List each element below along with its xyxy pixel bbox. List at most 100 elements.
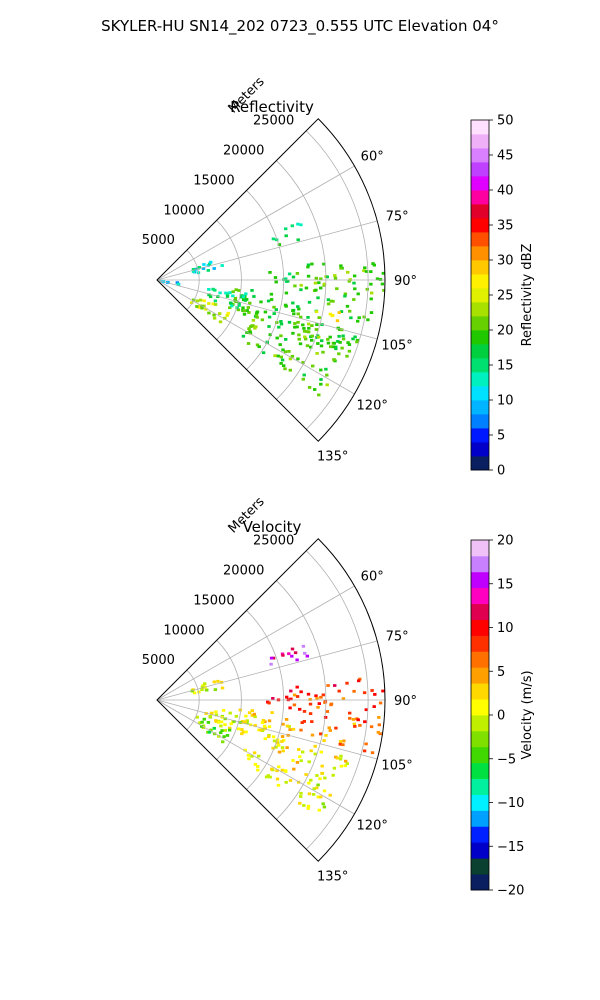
panel-0-cell-3-21 bbox=[302, 373, 306, 377]
panel-0-cell-3-48 bbox=[337, 352, 341, 356]
panel-0-cell-5-7 bbox=[243, 299, 248, 302]
panel-0-colorbar-tick-0: 0 bbox=[497, 464, 505, 479]
panel-1-cell-6-6 bbox=[305, 654, 309, 658]
panel-1-colorbar-swatch-3 bbox=[471, 826, 489, 843]
panel-0-cell-3-79 bbox=[255, 311, 259, 315]
panel-1-cell-3-69 bbox=[271, 746, 275, 750]
panel-1-cell-0-50 bbox=[351, 718, 356, 721]
panel-1-colorbar-tick-0: −20 bbox=[497, 884, 524, 899]
panel-0-colorbar-swatch-6 bbox=[471, 372, 489, 387]
panel-0-cell-1-29 bbox=[246, 306, 250, 309]
panel-0-cell-1-6 bbox=[334, 345, 338, 349]
panel-0-cell-1-15 bbox=[345, 304, 350, 308]
panel-0-cell-0-8 bbox=[299, 288, 303, 292]
panel-0-cell-1-30 bbox=[296, 320, 300, 324]
panel-0-cell-1-1 bbox=[315, 323, 319, 326]
panel-1-cell-2-30 bbox=[267, 725, 272, 729]
panel-0-cell-1-104 bbox=[296, 312, 300, 316]
panel-1-colorbar-swatch-13 bbox=[471, 667, 489, 684]
panel-0-cell-3-1 bbox=[288, 357, 293, 361]
panel-1-cell-3-45 bbox=[246, 753, 251, 757]
panel-0-range-tick-0: 5000 bbox=[142, 233, 175, 248]
panel-1-cell-2-34 bbox=[285, 746, 289, 749]
panel-0-cell-3-99 bbox=[319, 382, 323, 386]
panel-0-cell-5-3 bbox=[208, 295, 213, 299]
panel-0-cell-1-68 bbox=[293, 322, 297, 325]
panel-1-cell-2-25 bbox=[238, 708, 242, 712]
panel-0-cell-4-16 bbox=[225, 314, 229, 317]
panel-1-cell-3-101 bbox=[312, 787, 316, 791]
panel-1-cell-4-0 bbox=[206, 721, 211, 724]
panel-0-colorbar-swatch-10 bbox=[471, 316, 489, 331]
panel-1-cell-0-56 bbox=[370, 689, 374, 692]
panel-1-cell-6-0 bbox=[271, 656, 276, 660]
panel-1-colorbar-swatch-14 bbox=[471, 651, 489, 668]
panel-0-colorbar-swatch-0 bbox=[471, 456, 489, 471]
panel-1-data bbox=[190, 644, 385, 812]
panel-1-cell-0-5 bbox=[333, 684, 337, 687]
panel-1-colorbar-swatch-19 bbox=[471, 571, 489, 589]
panel-0-cell-2-6 bbox=[337, 311, 341, 314]
panel-1-cell-2-7 bbox=[241, 730, 246, 734]
panel-1-range-tick-1: 10000 bbox=[163, 623, 204, 638]
panel-0-colorbar-swatch-7 bbox=[471, 358, 489, 373]
panel-0-cell-0-1 bbox=[299, 283, 303, 287]
panel-0-cell-0-2 bbox=[356, 292, 360, 296]
panel-0-cell-3-92 bbox=[321, 350, 325, 354]
panel-0-cell-0-18 bbox=[363, 266, 367, 270]
panel-0-cell-0-54 bbox=[295, 272, 300, 275]
panel-1-azimuth-tick-5: 135° bbox=[317, 870, 348, 885]
panel-1-cell-3-22 bbox=[301, 750, 305, 754]
panel-1-cell-7-17 bbox=[200, 685, 205, 689]
panel-1-colorbar-swatch-11 bbox=[471, 699, 489, 716]
panel-1-cell-1-14 bbox=[300, 721, 304, 724]
panel-0-cell-0-28 bbox=[306, 265, 310, 269]
panel-0-cell-5-26 bbox=[228, 291, 232, 295]
panel-0-colorbar-swatch-22 bbox=[471, 148, 489, 163]
panel-0-cell-6-7 bbox=[284, 227, 288, 231]
panel-1-cell-3-94 bbox=[247, 757, 251, 761]
panel-1-cell-1-31 bbox=[299, 728, 303, 732]
panel-1-cell-1-8 bbox=[310, 733, 315, 737]
panel-0-cell-3-8 bbox=[245, 331, 249, 334]
panel-0-cell-1-92 bbox=[357, 316, 361, 320]
panel-0-cell-5-19 bbox=[228, 301, 233, 305]
panel-0-cell-1-12 bbox=[353, 335, 357, 339]
panel-0-cell-7-12 bbox=[206, 264, 210, 267]
panel-1-cell-4-13 bbox=[195, 715, 199, 719]
panel-1-colorbar-swatch-7 bbox=[471, 762, 489, 780]
panel-0-cell-2-0 bbox=[335, 319, 340, 323]
panel-0-cell-3-95 bbox=[277, 325, 281, 329]
panel-1-cell-0-23 bbox=[299, 690, 303, 694]
panel-0-cell-5-15 bbox=[213, 299, 218, 303]
panel-0-cell-1-83 bbox=[272, 305, 276, 309]
panel-1-cell-5-13 bbox=[216, 720, 220, 724]
panel-0-azimuth-tick-4: 120° bbox=[357, 398, 388, 413]
panel-0-cell-5-8 bbox=[218, 291, 222, 295]
panel-0-cell-3-38 bbox=[279, 362, 283, 365]
panel-1-cell-1-32 bbox=[369, 725, 374, 729]
panel-1-cell-3-54 bbox=[270, 767, 274, 771]
panel-0-cell-4-5 bbox=[223, 316, 227, 320]
panel-1-cell-1-1 bbox=[370, 751, 375, 755]
panel-0-cell-4-22 bbox=[195, 305, 199, 308]
panel-1-cell-3-49 bbox=[243, 748, 247, 752]
panel-0-cell-1-77 bbox=[338, 328, 342, 331]
panel-1-cell-4-1 bbox=[212, 732, 217, 736]
panel-0-cell-3-45 bbox=[309, 345, 313, 349]
panel-1-cell-4-23 bbox=[217, 734, 221, 738]
panel-0-cell-3-13 bbox=[283, 367, 287, 371]
panel-1-cell-3-13 bbox=[280, 768, 285, 772]
panel-1-cell-8-0 bbox=[289, 689, 293, 693]
panel-0-cell-1-105 bbox=[228, 306, 232, 310]
panel-0-cell-1-71 bbox=[233, 296, 238, 300]
panel-1-cell-3-64 bbox=[276, 783, 281, 787]
panel-1-cell-7-14 bbox=[200, 688, 204, 691]
panel-0-cell-3-64 bbox=[241, 334, 246, 338]
panel-0-colorbar-swatch-1 bbox=[471, 442, 489, 457]
panel-0-cell-4-3 bbox=[212, 313, 216, 317]
panel-1-cell-2-38 bbox=[280, 740, 284, 743]
panel-0-cell-0-4 bbox=[370, 291, 374, 295]
panel-0-cell-3-69 bbox=[307, 326, 311, 330]
panel-0-cell-3-39 bbox=[319, 368, 323, 372]
